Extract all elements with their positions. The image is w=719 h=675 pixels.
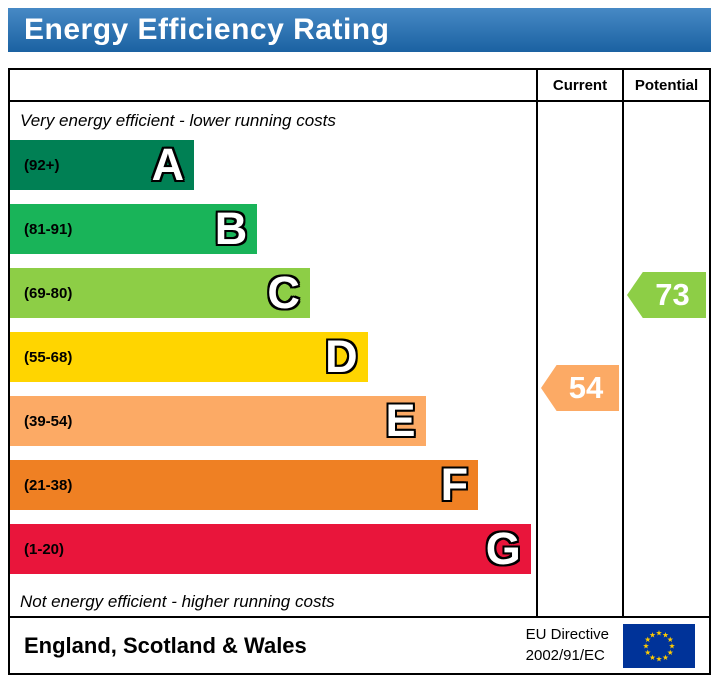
chart-header-spacer <box>10 70 536 100</box>
band-range-label: (1-20) <box>24 540 65 558</box>
band-range-label: (69-80) <box>24 284 73 302</box>
band-bar-e: (39-54) E <box>10 396 426 446</box>
svg-text:★: ★ <box>669 641 676 650</box>
potential-rating-value: 73 <box>655 277 690 312</box>
top-caption: Very energy efficient - lower running co… <box>20 111 336 130</box>
potential-column-header: Potential <box>622 70 709 100</box>
band-row-e: (39-54) E <box>10 396 536 446</box>
band-row-c: (69-80) C <box>10 268 536 318</box>
band-letter: E <box>385 395 416 446</box>
svg-text:★: ★ <box>649 630 656 639</box>
band-row-g: (1-20) G <box>10 524 536 574</box>
page-title: Energy Efficiency Rating <box>24 13 390 46</box>
band-bar-a: (92+) A <box>10 139 195 190</box>
svg-text:★: ★ <box>644 635 651 644</box>
band-letter: C <box>267 267 300 318</box>
band-bar-b: (81-91) B <box>10 203 258 254</box>
svg-text:★: ★ <box>644 648 651 657</box>
band-range-label: (92+) <box>24 156 60 174</box>
chart-header-row: Current Potential <box>10 70 709 102</box>
band-row-a: (92+) A <box>10 140 536 190</box>
band-range-label: (55-68) <box>24 348 73 366</box>
rating-chart: Current Potential Very energy efficient … <box>8 68 711 618</box>
band-row-b: (81-91) B <box>10 204 536 254</box>
svg-text:★: ★ <box>667 635 674 644</box>
bands-area: Very energy efficient - lower running co… <box>10 102 536 616</box>
svg-text:★: ★ <box>643 641 650 650</box>
band-bar-d: (55-68) D <box>10 332 368 382</box>
band-range-label: (39-54) <box>24 412 73 430</box>
current-rating-value: 54 <box>568 370 604 405</box>
band-letter: D <box>325 331 358 382</box>
bands-list: (92+) A (81-91) B (69-80) C (55-68) D (39-54) E (2… <box>10 140 536 588</box>
band-bar-g: (1-20) G <box>10 524 531 574</box>
bottom-caption: Not energy efficient - higher running co… <box>20 592 335 611</box>
band-bar-c: (69-80) C <box>10 268 310 318</box>
band-letter: G <box>485 523 521 574</box>
svg-text:★: ★ <box>667 648 674 657</box>
chart-body: Very energy efficient - lower running co… <box>10 102 709 616</box>
svg-text:★: ★ <box>656 654 663 663</box>
eu-flag-icon: ★ ★★★★★★★★★★★ <box>623 623 695 668</box>
band-letter: F <box>440 459 469 510</box>
eu-directive-label: EU Directive 2002/91/EC <box>526 625 609 666</box>
title-banner: Energy Efficiency Rating <box>8 8 711 52</box>
footer: England, Scotland & Wales EU Directive 2… <box>8 618 711 675</box>
potential-rating-arrow: 73 <box>627 272 706 318</box>
svg-text:★: ★ <box>662 630 669 639</box>
eu-directive-line1: EU Directive <box>525 626 609 644</box>
current-column-header: Current <box>536 70 622 100</box>
band-range-label: (21-38) <box>24 476 73 494</box>
svg-text:★: ★ <box>662 652 669 661</box>
current-column: 54 <box>536 102 622 616</box>
svg-text:★: ★ <box>656 628 663 637</box>
band-range-label: (81-91) <box>24 220 73 238</box>
band-bar-f: (21-38) F <box>10 459 479 510</box>
band-row-f: (21-38) F <box>10 460 536 510</box>
eu-directive-line2: 2002/91/EC <box>525 646 605 664</box>
region-label: England, Scotland & Wales <box>24 632 307 658</box>
svg-text:★: ★ <box>649 652 656 661</box>
band-letter: A <box>151 139 185 190</box>
band-letter: B <box>214 203 248 254</box>
band-row-d: (55-68) D <box>10 332 536 382</box>
potential-column: 73 <box>622 102 709 616</box>
current-rating-arrow: 54 <box>541 365 619 411</box>
